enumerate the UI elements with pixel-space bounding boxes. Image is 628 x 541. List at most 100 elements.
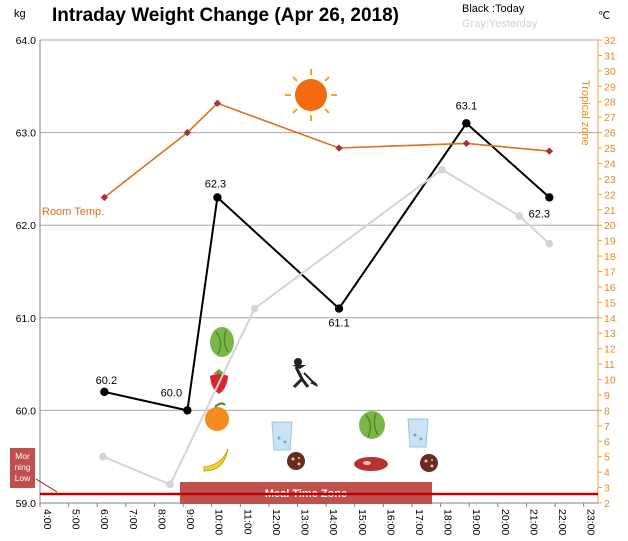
right-tick-label: 4 (604, 467, 610, 479)
right-tick-label: 5 (604, 452, 610, 464)
banana-icon (203, 448, 229, 472)
x-tick-label: 18:00 (442, 509, 454, 535)
x-tick-label: 10:00 (213, 509, 225, 535)
yesterday-point (545, 239, 554, 248)
right-tick-label: 24 (604, 158, 616, 170)
right-tick-label: 17 (604, 267, 616, 279)
today-point (545, 193, 554, 202)
right-tick-label: 9 (604, 390, 610, 402)
x-tick-label: 11:00 (241, 509, 253, 535)
right-tick-label: 20 (604, 220, 616, 232)
today-point (213, 193, 222, 202)
morning-low-line1: Mor (15, 451, 30, 461)
gridlines (40, 39, 598, 504)
morning-low-box (10, 448, 35, 488)
left-tick-label: 62.0 (16, 220, 37, 232)
x-tick-label: 19:00 (470, 509, 482, 535)
series-layer: 60.2 60.0 62.3 61.1 63.1 62.3 (96, 99, 554, 489)
lettuce-icon (210, 327, 234, 357)
left-axis-unit: kg (14, 8, 26, 20)
right-tick-label: 21 (604, 205, 616, 217)
room-temp-point (545, 147, 554, 155)
today-data-label: 62.3 (529, 208, 550, 220)
left-tick-label: 60.0 (16, 405, 37, 417)
right-tick-label: 3 (604, 483, 610, 495)
right-tick-label: 27 (604, 112, 616, 124)
right-tick-label: 19 (604, 236, 616, 248)
x-tick-label: 5:00 (70, 509, 82, 530)
legend-yesterday: Gray:Yesterday (462, 18, 538, 30)
left-axis-ticks: 59.0 60.0 61.0 62.0 63.0 64.0 (16, 35, 37, 510)
x-tick-label: 7:00 (127, 509, 139, 530)
right-tick-label: 6 (604, 436, 610, 448)
left-tick-label: 64.0 (16, 35, 37, 47)
right-tick-label: 30 (604, 66, 616, 78)
morning-low-arrow (35, 478, 58, 493)
x-tick-label: 4:00 (41, 509, 53, 530)
room-temp-point (213, 99, 222, 107)
room-temp-point (183, 128, 192, 137)
orange-icon (205, 402, 229, 431)
morning-low-line3: Low (15, 473, 31, 483)
yesterday-point (99, 452, 107, 461)
right-tick-label: 15 (604, 297, 616, 309)
x-tick-label: 23:00 (585, 509, 597, 535)
room-temp-label: Room Temp. (42, 206, 104, 218)
left-tick-label: 63.0 (16, 128, 37, 140)
right-axis-ticks: 2345678910111213141516171819202122232425… (598, 35, 616, 510)
yesterday-point (438, 165, 446, 174)
today-point (100, 387, 109, 397)
today-point (334, 304, 344, 313)
water-glass-icon (271, 421, 293, 451)
left-tick-label: 61.0 (16, 313, 37, 325)
x-tick-label: 20:00 (499, 509, 511, 535)
right-tick-label: 10 (604, 375, 616, 387)
right-tick-label: 8 (604, 405, 610, 417)
x-tick-label: 17:00 (413, 509, 425, 535)
yesterday-point (515, 212, 524, 220)
room-temp-point (100, 193, 109, 202)
person-digging-icon (292, 358, 318, 389)
today-data-label: 63.1 (456, 100, 477, 112)
legend-today: Black :Today (462, 3, 525, 15)
right-tick-label: 13 (604, 328, 616, 340)
today-point (183, 406, 192, 415)
x-tick-label: 12:00 (270, 509, 282, 535)
x-tick-label: 8:00 (155, 509, 167, 530)
today-point (462, 119, 471, 128)
lettuce-icon (359, 411, 385, 439)
x-tick-label: 9:00 (184, 509, 196, 530)
x-tick-label: 16:00 (384, 509, 396, 535)
right-tick-label: 31 (604, 50, 616, 62)
tropical-zone-label: Tropical zone (579, 80, 591, 146)
right-tick-label: 14 (604, 313, 616, 325)
right-tick-label: 26 (604, 128, 616, 140)
x-tick-label: 14:00 (327, 509, 339, 535)
x-tick-label: 21:00 (527, 509, 539, 535)
room-temp-point (335, 144, 343, 152)
x-tick-label: 22:00 (556, 509, 568, 535)
right-tick-label: 11 (604, 359, 615, 371)
right-tick-label: 2 (604, 498, 610, 510)
x-tick-label: 13:00 (299, 509, 311, 535)
yesterday-series-line (102, 168, 551, 486)
cookie-icon (420, 454, 438, 472)
morning-low-line2: ning (14, 462, 30, 472)
right-tick-label: 29 (604, 81, 616, 93)
yesterday-point (250, 304, 259, 313)
right-tick-label: 12 (604, 344, 616, 356)
x-tick-label: 6:00 (98, 509, 110, 530)
right-tick-label: 18 (604, 251, 616, 263)
today-data-label: 60.2 (96, 375, 117, 387)
right-tick-label: 16 (604, 282, 616, 294)
today-data-label: 62.3 (205, 178, 226, 190)
right-tick-label: 22 (604, 189, 616, 201)
right-tick-label: 7 (604, 421, 610, 433)
room-temp-series-line (103, 102, 550, 199)
chart-title: Intraday Weight Change (Apr 26, 2018) (52, 5, 399, 26)
right-tick-label: 28 (604, 97, 616, 109)
yesterday-point (166, 480, 174, 489)
right-tick-label: 23 (604, 174, 616, 186)
steak-icon (354, 457, 388, 471)
